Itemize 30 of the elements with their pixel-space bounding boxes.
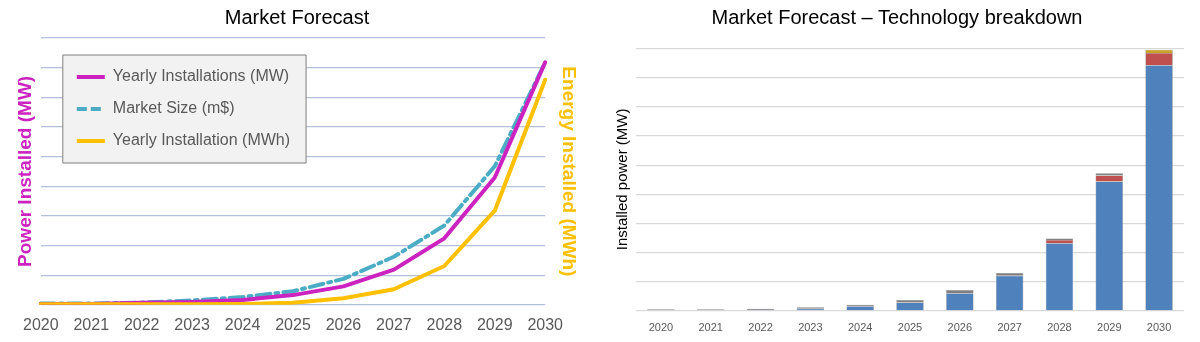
- x-tick-label: 2021: [698, 321, 723, 334]
- x-tick-label: 2022: [748, 321, 773, 334]
- x-tick-label: 2024: [224, 315, 261, 333]
- x-tick-label: 2026: [325, 315, 362, 333]
- y-axis-title: Installed power (MW): [613, 108, 631, 251]
- y2-axis-title: Energy Installed (MWh): [559, 66, 581, 277]
- chart-title: Market Forecast – Technology breakdown: [711, 5, 1083, 28]
- chart-title: Market Forecast: [224, 5, 370, 28]
- x-tick-label: 2028: [426, 315, 463, 333]
- x-tick-label: 2029: [1097, 321, 1122, 334]
- x-tick-label: 2022: [123, 315, 160, 333]
- x-tick-label: 2024: [847, 321, 873, 334]
- x-tick-label: 2021: [73, 315, 110, 333]
- legend-label: Yearly Installations (MW): [112, 67, 290, 85]
- x-tick-label: 2026: [947, 321, 973, 334]
- x-tick-label: 2030: [527, 315, 564, 333]
- x-tick-label: 2020: [23, 315, 59, 333]
- x-tick-label: 2030: [1146, 321, 1172, 334]
- x-tick-label: 2020: [648, 321, 674, 334]
- y-axis-title: Power Installed (MW): [13, 75, 35, 267]
- x-tick-label: 2027: [997, 321, 1022, 334]
- legend-label: Yearly Installation (MWh): [112, 131, 291, 149]
- x-tick-label: 2023: [174, 315, 211, 333]
- x-tick-label: 2027: [376, 315, 412, 333]
- x-tick-label: 2029: [476, 315, 513, 333]
- x-tick-label: 2025: [275, 315, 311, 333]
- x-tick-label: 2023: [798, 321, 823, 334]
- x-tick-label: 2025: [897, 321, 923, 334]
- x-tick-label: 2028: [1047, 321, 1072, 334]
- legend-label: Market Size (m$): [112, 99, 235, 117]
